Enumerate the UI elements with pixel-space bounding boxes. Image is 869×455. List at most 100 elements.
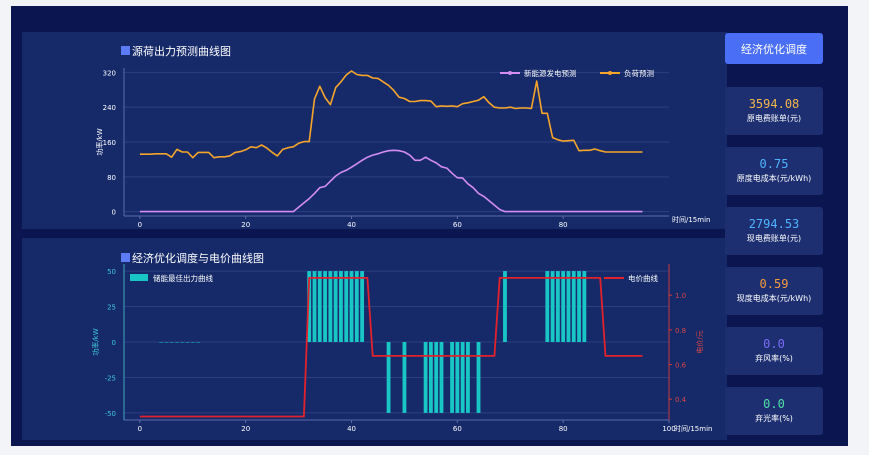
current-bill-label: 现电费账单(元): [746, 234, 802, 243]
y-tick-label: 80: [107, 174, 116, 182]
solar-curtailment-value: 0.0: [763, 397, 785, 411]
storage-output-bar: [307, 271, 312, 342]
storage-output-bar: [555, 271, 560, 342]
y2-axis-label: 电价/元: [695, 330, 704, 353]
storage-output-bar: [159, 342, 163, 343]
y-tick-label: 0: [112, 209, 116, 217]
x-tick-label: 80: [559, 221, 568, 229]
chart-title: 源荷出力预测曲线图: [132, 44, 231, 58]
storage-output-bar: [317, 271, 322, 342]
storage-output-bar: [460, 342, 465, 413]
storage-output-bar: [566, 271, 571, 342]
storage-output-bar: [439, 342, 444, 413]
storage-output-bar: [323, 271, 327, 342]
original-unit-cost-label: 原度电成本(元/kWh): [736, 174, 812, 183]
storage-output-bar: [476, 342, 481, 413]
y2-tick-label: 0.6: [675, 362, 687, 370]
x-tick-label: 0: [138, 221, 142, 229]
storage-output-bar: [386, 342, 391, 413]
legend-label: 新能源发电预测: [524, 68, 577, 78]
storage-output-bar: [582, 271, 587, 342]
storage-output-bar: [428, 342, 433, 413]
current-bill-value: 2794.53: [748, 217, 800, 231]
original-unit-cost-value: 0.75: [759, 157, 789, 171]
dispatch-chart: 经济优化调度与电价曲线图 -50 -25 0 25 50 0.4 0.6 0.8 1.0 0 20 40…: [91, 251, 712, 433]
storage-output-bar: [180, 342, 185, 343]
y2-tick-label: 1.0: [675, 292, 686, 300]
storage-output-bar: [450, 342, 454, 413]
x-tick-label: 100: [662, 425, 675, 433]
forecast-chart-panel: 源荷出力预测曲线图 0 80 160 240 320 0 20 40 60 80 时间/15min 功率…: [22, 32, 727, 229]
storage-output-bar: [344, 271, 349, 342]
price-line: [139, 277, 643, 418]
renewable-forecast-line: [139, 149, 643, 213]
current-bill-card: 2794.53 现电费账单(元): [725, 207, 823, 255]
storage-output-bar: [164, 342, 169, 343]
legend-marker: [608, 71, 612, 75]
x-tick-label: 20: [241, 425, 250, 433]
original-bill-label: 原电费账单(元): [746, 114, 802, 123]
legend-label: 电价曲线: [628, 273, 658, 283]
x-tick-label: 40: [347, 425, 356, 433]
y-tick-label: 240: [103, 104, 116, 112]
dispatch-chart-panel: 经济优化调度与电价曲线图 -50 -25 0 25 50 0.4 0.6 0.8 1.0 0 20 40…: [22, 238, 727, 440]
storage-output-bar: [455, 342, 460, 413]
y2-tick-label: 0.4: [675, 396, 687, 404]
chart-title: 经济优化调度与电价曲线图: [132, 251, 264, 265]
y2-tick-label: 0.8: [675, 327, 686, 335]
original-bill-value: 3594.08: [748, 97, 800, 111]
y-axis-label: 功率/kW: [91, 328, 100, 355]
dashboard: 源荷出力预测曲线图 0 80 160 240 320 0 20 40 60 80 时间/15min 功率…: [11, 6, 848, 446]
x-tick-label: 40: [347, 221, 356, 229]
current-unit-cost-card: 0.59 现度电成本(元/kWh): [725, 267, 823, 315]
x-tick-label: 60: [453, 221, 462, 229]
storage-output-bar: [503, 271, 507, 342]
storage-output-bar: [571, 271, 576, 342]
storage-output-bar: [190, 342, 195, 343]
optimize-dispatch-button[interactable]: 经济优化调度: [725, 33, 823, 64]
storage-output-bar: [339, 271, 343, 342]
y-tick-label: 25: [107, 304, 116, 312]
y-tick-label: -50: [105, 410, 116, 418]
original-bill-card: 3594.08 原电费账单(元): [725, 87, 823, 135]
y-tick-label: 0: [112, 339, 116, 347]
legend-label: 负荷预测: [624, 68, 654, 78]
y-tick-label: 320: [103, 69, 116, 77]
storage-output-bar: [561, 271, 566, 342]
storage-output-bar: [360, 271, 365, 342]
storage-output-bar: [550, 271, 555, 342]
solar-curtailment-card: 0.0 弃光率(%): [725, 387, 823, 435]
current-unit-cost-label: 现度电成本(元/kWh): [736, 294, 812, 303]
storage-output-bar: [175, 342, 179, 343]
storage-output-bar: [328, 271, 333, 342]
storage-output-bar: [545, 271, 550, 342]
storage-output-bar: [434, 342, 439, 413]
legend-marker: [508, 71, 512, 75]
solar-curtailment-label: 弃光率(%): [755, 414, 793, 423]
forecast-chart: 源荷出力预测曲线图 0 80 160 240 320 0 20 40 60 80 时间/15min 功率…: [95, 44, 710, 229]
wind-curtailment-label: 弃风率(%): [755, 354, 793, 363]
y-axis-label: 功率/kW: [95, 128, 104, 155]
storage-output-bar: [333, 271, 338, 342]
x-axis-label: 时间/15min: [672, 215, 710, 224]
wind-curtailment-card: 0.0 弃风率(%): [725, 327, 823, 375]
x-axis-label: 时间/15min: [674, 424, 712, 433]
x-tick-label: 80: [559, 425, 568, 433]
original-unit-cost-card: 0.75 原度电成本(元/kWh): [725, 147, 823, 195]
storage-output-bar: [312, 271, 317, 342]
storage-output-bar: [577, 271, 581, 342]
y-tick-label: -25: [105, 374, 116, 382]
current-unit-cost-value: 0.59: [759, 277, 789, 291]
storage-output-bar: [354, 271, 359, 342]
storage-output-bar: [169, 342, 174, 343]
legend-swatch: [130, 274, 148, 281]
legend-label: 储能最佳出力曲线: [153, 273, 213, 283]
title-marker: [121, 46, 130, 55]
x-tick-label: 60: [453, 425, 462, 433]
y-tick-label: 160: [103, 139, 116, 147]
x-tick-label: 0: [138, 425, 142, 433]
title-marker: [121, 253, 130, 262]
storage-output-bar: [349, 271, 354, 342]
storage-output-bar: [185, 342, 190, 343]
wind-curtailment-value: 0.0: [763, 337, 785, 351]
